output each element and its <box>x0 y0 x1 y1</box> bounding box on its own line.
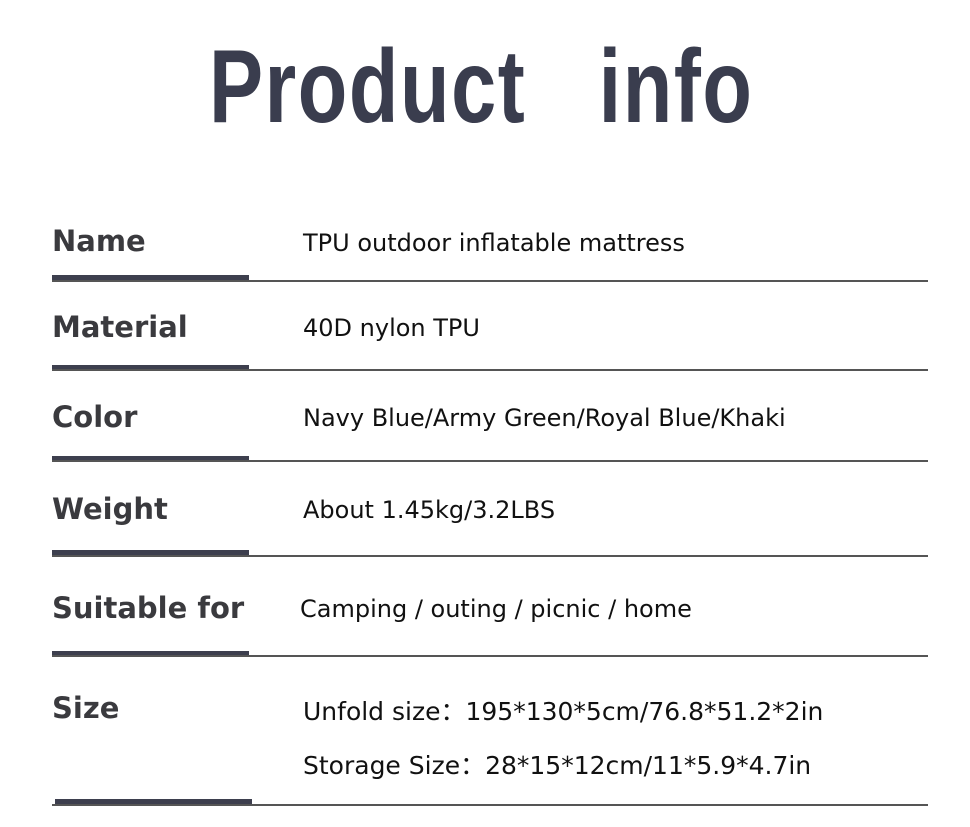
spec-value: About 1.45kg/3.2LBS <box>303 496 556 524</box>
spec-value-storage: Storage Size：28*15*12cm/11*5.9*4.7in <box>303 751 812 780</box>
divider-accent <box>52 550 249 555</box>
divider <box>52 804 928 806</box>
spec-label: Size <box>52 691 120 725</box>
spec-label: Name <box>52 224 146 258</box>
divider-accent <box>52 275 249 280</box>
spec-label: Color <box>52 400 138 434</box>
divider <box>52 460 928 462</box>
spec-label: Suitable for <box>52 591 245 625</box>
divider-accent <box>55 799 252 804</box>
spec-value: TPU outdoor inflatable mattress <box>303 229 685 257</box>
spec-label: Weight <box>52 492 168 526</box>
divider-accent <box>52 651 249 656</box>
divider <box>52 369 928 371</box>
divider-accent <box>52 456 249 461</box>
divider <box>52 280 928 282</box>
divider-accent <box>52 365 249 370</box>
spec-value-unfold: Unfold size：195*130*5cm/76.8*51.2*2in <box>303 697 824 726</box>
spec-value: Camping / outing / picnic / home <box>300 595 692 623</box>
spec-value: 40D nylon TPU <box>303 314 480 342</box>
page-title: Product info <box>208 29 754 145</box>
spec-label: Material <box>52 310 188 344</box>
divider <box>52 655 928 657</box>
divider <box>52 555 928 557</box>
spec-value: Navy Blue/Army Green/Royal Blue/Khaki <box>303 404 786 432</box>
